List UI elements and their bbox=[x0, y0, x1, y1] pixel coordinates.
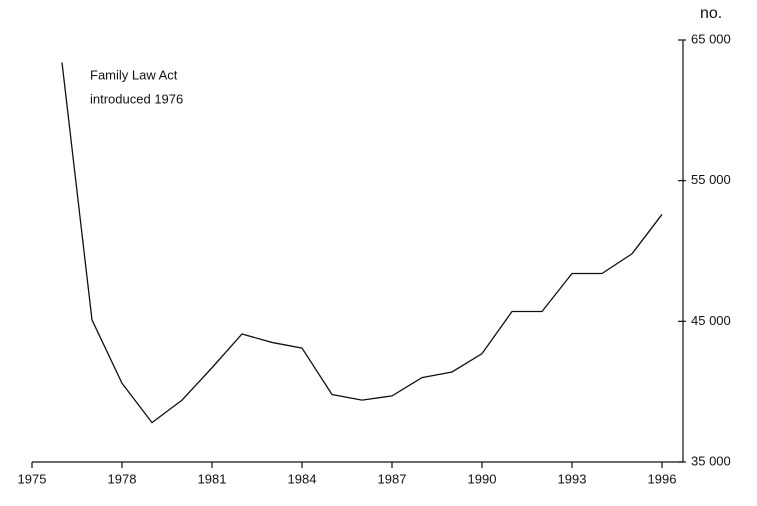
x-tick-label: 1987 bbox=[378, 471, 407, 486]
x-tick-label: 1990 bbox=[468, 471, 497, 486]
annotation: introduced 1976 bbox=[90, 91, 183, 106]
data-line bbox=[61, 62, 663, 424]
annotation: Family Law Act bbox=[90, 67, 178, 82]
x-tick-label: 1978 bbox=[108, 471, 137, 486]
y-tick-label: 55 000 bbox=[691, 172, 731, 187]
x-tick-label: 1981 bbox=[198, 471, 227, 486]
x-tick-label: 1993 bbox=[558, 471, 587, 486]
x-tick-label: 1975 bbox=[18, 471, 47, 486]
y-tick-label: 35 000 bbox=[691, 453, 731, 468]
y-tick-label: 65 000 bbox=[691, 31, 731, 46]
x-tick-label: 1996 bbox=[648, 471, 677, 486]
y-axis-label: no. bbox=[700, 5, 722, 22]
y-tick-label: 45 000 bbox=[691, 313, 731, 328]
x-tick-label: 1984 bbox=[288, 471, 317, 486]
